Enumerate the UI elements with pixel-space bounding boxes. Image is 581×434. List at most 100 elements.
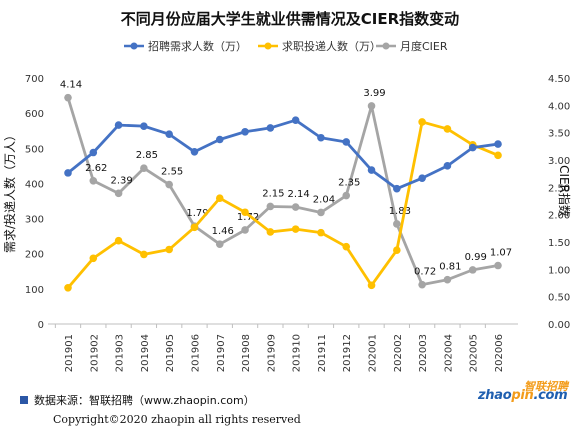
data-label: 2.35 bbox=[338, 178, 360, 189]
data-point bbox=[140, 164, 148, 172]
data-point bbox=[64, 284, 72, 292]
data-label: 1.07 bbox=[490, 248, 512, 259]
x-tick-label: 201905 bbox=[165, 334, 176, 372]
data-point bbox=[367, 281, 376, 290]
data-point bbox=[494, 151, 502, 160]
data-label: 2.14 bbox=[288, 189, 310, 200]
data-point bbox=[342, 242, 351, 251]
data-label: 2.85 bbox=[136, 150, 158, 161]
data-point bbox=[393, 246, 401, 254]
source-square-icon bbox=[20, 396, 28, 404]
data-label: 3.99 bbox=[363, 88, 385, 99]
data-point bbox=[190, 148, 199, 156]
data-point bbox=[443, 275, 452, 284]
data-point bbox=[443, 125, 452, 133]
data-point bbox=[317, 228, 325, 237]
legend-marker bbox=[382, 42, 390, 50]
right-tick-label: 2.50 bbox=[548, 183, 570, 194]
x-tick-label: 201906 bbox=[190, 334, 201, 372]
legend: 招聘需求人数（万） 求职投递人数（万） 月度CIER bbox=[124, 39, 448, 53]
chart-title: 不同月份应届大学生就业供需情况及CIER指数变动 bbox=[121, 10, 459, 28]
x-tick-label: 202006 bbox=[494, 334, 505, 372]
data-label: 2.15 bbox=[262, 188, 284, 199]
series-line bbox=[67, 118, 499, 191]
left-axis-title: 需求/投递人数（万人） bbox=[2, 129, 17, 253]
x-tick-label: 201907 bbox=[216, 334, 227, 372]
series-line bbox=[66, 120, 499, 289]
x-tick-label: 201912 bbox=[342, 334, 353, 372]
data-point bbox=[342, 138, 351, 146]
data-point bbox=[418, 118, 426, 126]
left-tick-label: 100 bbox=[25, 285, 44, 296]
logo-en: zhaopin.com bbox=[478, 388, 568, 403]
data-point bbox=[114, 121, 123, 129]
data-point bbox=[266, 228, 275, 236]
data-point bbox=[317, 208, 325, 217]
data-point bbox=[89, 148, 98, 157]
data-point bbox=[241, 208, 249, 217]
data-point bbox=[215, 135, 224, 144]
data-point bbox=[317, 133, 325, 142]
data-label: 2.04 bbox=[313, 194, 335, 205]
x-tick-label: 202005 bbox=[469, 334, 480, 372]
copyright: Copyright©2020 zhaopin all rights reserv… bbox=[53, 413, 301, 426]
data-point bbox=[64, 93, 72, 102]
data-point bbox=[342, 191, 351, 200]
right-tick-label: 1.50 bbox=[548, 238, 570, 249]
data-point bbox=[140, 122, 148, 130]
data-point bbox=[114, 189, 123, 198]
legend-marker bbox=[130, 42, 138, 50]
right-tick-label: 3.50 bbox=[548, 129, 570, 140]
data-point bbox=[393, 220, 401, 228]
left-tick-label: 400 bbox=[25, 179, 44, 190]
right-tick-label: 4.50 bbox=[548, 74, 570, 85]
left-tick-label: 700 bbox=[25, 74, 44, 85]
data-source: 数据来源：智联招聘（www.zhaopin.com） bbox=[20, 392, 255, 408]
data-point bbox=[367, 102, 376, 110]
legend-label: 招聘需求人数（万） bbox=[148, 39, 247, 53]
left-tick-label: 200 bbox=[25, 250, 44, 261]
x-tick-label: 201903 bbox=[115, 334, 126, 372]
right-tick-label: 0.00 bbox=[548, 320, 570, 331]
data-point bbox=[418, 280, 426, 289]
x-tick-label: 202003 bbox=[418, 334, 429, 372]
data-point bbox=[443, 162, 452, 170]
series-line bbox=[66, 97, 499, 287]
data-point bbox=[266, 202, 275, 211]
data-point bbox=[215, 240, 224, 248]
legend-marker bbox=[264, 42, 272, 50]
data-label: 1.72 bbox=[237, 212, 259, 223]
data-point bbox=[291, 116, 300, 124]
data-point bbox=[291, 203, 300, 211]
logo-en-a: zhao bbox=[478, 388, 512, 403]
logo-en-b: pin bbox=[511, 388, 534, 403]
x-tick-label: 201909 bbox=[266, 334, 277, 372]
data-point bbox=[266, 124, 275, 132]
data-point bbox=[165, 245, 173, 254]
right-tick-label: 3.00 bbox=[548, 156, 570, 167]
logo-cn: 智联招聘 bbox=[524, 380, 568, 393]
data-point bbox=[241, 127, 249, 136]
data-label: 4.14 bbox=[60, 80, 82, 91]
x-tick-label: 201904 bbox=[140, 334, 151, 372]
data-point bbox=[241, 226, 249, 234]
data-label: 1.83 bbox=[389, 206, 411, 217]
left-tick-label: 300 bbox=[25, 215, 44, 226]
data-point bbox=[140, 250, 148, 259]
legend-label: 月度CIER bbox=[400, 39, 448, 53]
data-point bbox=[190, 223, 199, 232]
x-tick-label: 202001 bbox=[368, 334, 379, 372]
left-tick-label: 500 bbox=[25, 144, 44, 155]
data-point bbox=[393, 184, 401, 193]
data-point bbox=[165, 130, 173, 139]
x-tick-label: 201910 bbox=[292, 334, 303, 372]
data-point bbox=[418, 174, 426, 182]
x-tick-label: 201901 bbox=[64, 334, 75, 372]
data-point bbox=[89, 176, 98, 185]
right-tick-label: 4.00 bbox=[548, 101, 570, 112]
axes: 0 100 200 300 400 500 600 700 0.00 0.50 1.00 1.50 2.… bbox=[2, 74, 572, 372]
data-label: 2.39 bbox=[110, 175, 132, 186]
data-label: 2.62 bbox=[85, 163, 107, 174]
x-tick-label: 201908 bbox=[241, 334, 252, 372]
data-point bbox=[215, 194, 224, 202]
